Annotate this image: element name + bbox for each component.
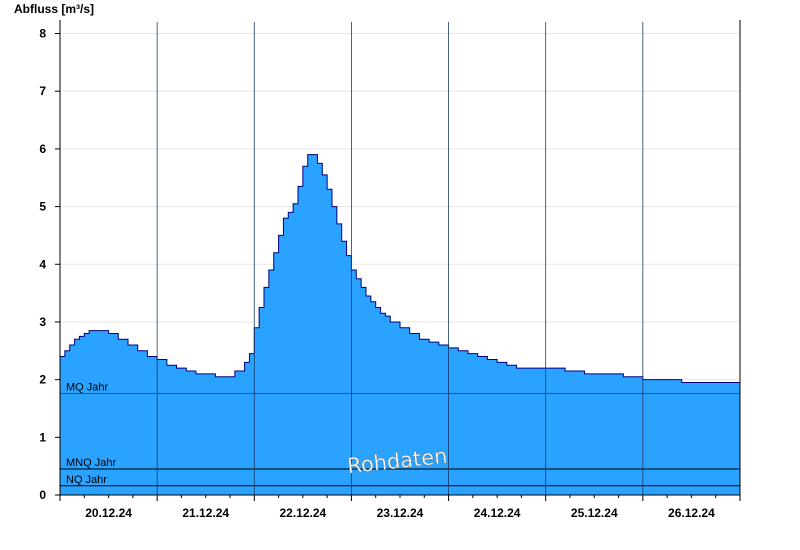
y-tick-label: 5: [39, 200, 46, 214]
y-tick-label: 0: [39, 488, 46, 502]
area-layer: [60, 154, 740, 496]
y-tick-label: 6: [39, 142, 46, 156]
day-separators: [156, 22, 644, 495]
x-tick-label: 24.12.24: [474, 506, 521, 520]
x-tick-label: 26.12.24: [668, 506, 715, 520]
axes: 0 1 2 3 4 5 6 7 8 20.12.24 21.12.24 22.12.24 23.12.2…: [39, 20, 741, 520]
y-tick-label: 2: [39, 373, 46, 387]
y-tick-label: 4: [39, 257, 46, 271]
reference-lines: MQ Jahr MNQ Jahr NQ Jahr: [60, 381, 740, 487]
y-tick-label: 8: [39, 27, 46, 41]
y-tick-label: 3: [39, 315, 46, 329]
x-tick-label: 22.12.24: [279, 506, 326, 520]
y-axis-label: Abfluss [m³/s]: [14, 2, 94, 16]
x-tick-label: 20.12.24: [85, 506, 132, 520]
x-tick-label: 21.12.24: [182, 506, 229, 520]
y-tick-label: 1: [39, 430, 46, 444]
y-tick-label: 7: [39, 84, 46, 98]
x-tick-label: 25.12.24: [571, 506, 618, 520]
reference-label: MNQ Jahr: [66, 457, 116, 469]
x-tick-label: 23.12.24: [377, 506, 424, 520]
reference-label: NQ Jahr: [66, 474, 107, 486]
reference-label: MQ Jahr: [66, 381, 109, 393]
